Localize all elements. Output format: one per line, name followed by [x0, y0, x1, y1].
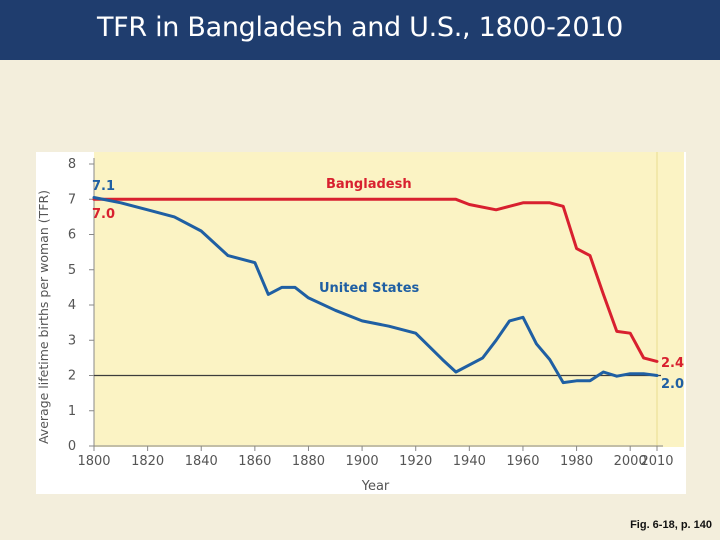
y-axis-title: Average lifetime births per woman (TFR)	[36, 190, 51, 444]
us-series-label: United States	[319, 281, 420, 296]
plot-area	[94, 152, 684, 447]
figure-caption: Fig. 6-18, p. 140	[630, 519, 712, 531]
x-axis-title: Year	[361, 479, 390, 494]
x-tick-label: 2000	[614, 454, 647, 469]
x-tick-label: 1960	[506, 454, 539, 469]
chart-figure: 0 1 2 3 4 5 6 7 8 1800 1820 1840 1860 1880 1900 1920 194…	[36, 152, 686, 494]
us-end-value-label: 2.0	[661, 377, 684, 392]
y-tick-label: 2	[68, 369, 76, 384]
bangladesh-start-value-label: 7.0	[92, 207, 115, 222]
x-tick-label: 1820	[131, 454, 164, 469]
us-start-value-label: 7.1	[92, 179, 115, 194]
y-tick-label: 7	[68, 192, 76, 207]
y-tick-label: 3	[68, 333, 76, 348]
bangladesh-end-value-label: 2.4	[661, 356, 684, 371]
y-tick-label: 5	[68, 263, 76, 278]
y-tick-label: 1	[68, 404, 76, 419]
x-tick-label: 1860	[238, 454, 271, 469]
y-tick-label: 0	[68, 439, 76, 454]
y-tick-label: 6	[68, 228, 76, 243]
x-tick-label: 1840	[185, 454, 218, 469]
x-tick-label: 1880	[292, 454, 325, 469]
title-bar: TFR in Bangladesh and U.S., 1800-2010	[0, 0, 720, 60]
bangladesh-series-label: Bangladesh	[326, 177, 412, 192]
x-tick-label: 1920	[399, 454, 432, 469]
united-states-series-line	[92, 196, 659, 385]
x-tick-label: 1800	[77, 454, 110, 469]
slide-title: TFR in Bangladesh and U.S., 1800-2010	[96, 12, 624, 43]
tfr-chart: 0 1 2 3 4 5 6 7 8 1800 1820 1840 1860 1880 1900 1920 194…	[36, 152, 684, 494]
bangladesh-series-line	[92, 197, 659, 363]
y-tick-label: 8	[68, 157, 76, 172]
x-tick-label: 2010	[640, 454, 673, 469]
x-tick-label: 1900	[346, 454, 379, 469]
y-tick-label: 4	[68, 298, 76, 313]
x-tick-label: 1940	[453, 454, 486, 469]
x-tick-label: 1980	[560, 454, 593, 469]
